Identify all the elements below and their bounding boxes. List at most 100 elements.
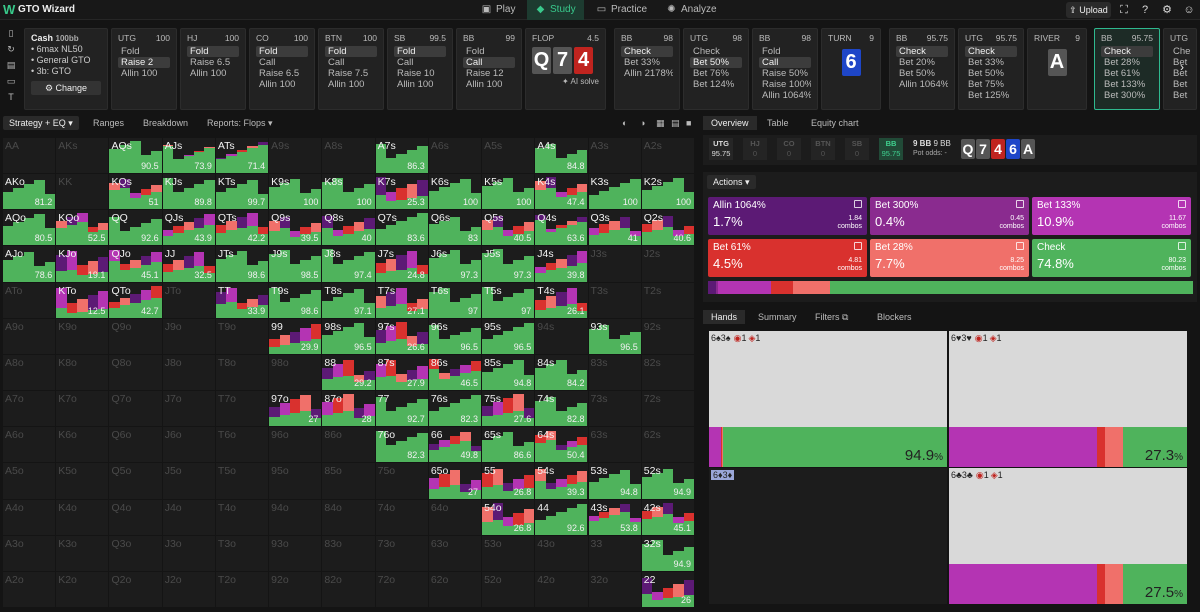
hand-cell[interactable]: 92o [269, 571, 323, 608]
hand-cell[interactable]: 72s [641, 391, 695, 428]
hand-cell[interactable]: 44 92.6 [535, 499, 589, 536]
hand-cell[interactable]: K5o [56, 463, 110, 500]
hand-cell[interactable]: 22 26 [641, 571, 695, 608]
table-icon[interactable]: ▭ [6, 76, 16, 86]
hand-cell[interactable]: Q2o [109, 571, 163, 608]
hand-cell[interactable]: AQo 80.5 [3, 210, 57, 247]
node-option[interactable]: Check [621, 46, 673, 57]
node-option[interactable]: Bet 28% [1104, 57, 1140, 68]
node-option[interactable]: Bet 133% [1104, 79, 1146, 90]
node-option[interactable]: Call [259, 57, 276, 68]
hand-cell[interactable]: KTo 12.5 [56, 282, 110, 319]
hand-cell[interactable]: 96o [269, 427, 323, 464]
node-option[interactable]: Call [759, 57, 811, 68]
hand-cell[interactable]: K9s 100 [269, 174, 323, 211]
scan-icon[interactable]: ⛶ [1120, 4, 1128, 16]
hand-cell[interactable]: 32s 94.9 [641, 535, 695, 572]
hand-cell[interactable]: QTo 42.7 [109, 282, 163, 319]
hand-cell[interactable]: J4s 39.8 [535, 246, 589, 283]
hand-cell[interactable]: Q9s 39.5 [269, 210, 323, 247]
hand-cell[interactable]: ATo [3, 282, 57, 319]
hand-cell[interactable]: 93s 96.5 [588, 318, 642, 355]
hand-cell[interactable]: 85s 94.8 [482, 354, 536, 392]
hand-cell[interactable]: A4s 84.8 [535, 138, 589, 175]
hand-cell[interactable]: 73s [588, 391, 642, 428]
hand-cell[interactable]: T4s 26.1 [535, 282, 589, 319]
node-option[interactable]: Bet 50% [690, 57, 742, 68]
hand-cell[interactable]: 43o [535, 535, 589, 572]
flop-card[interactable]: FLOP 4.5 Q 7 4 ✦ AI solve [525, 28, 606, 110]
hand-cell[interactable]: J6o [162, 427, 216, 464]
hand-cell[interactable]: K8o [56, 354, 110, 392]
position-chip-hj[interactable]: HJ 0 [743, 138, 767, 160]
node-option[interactable]: Raise 10 [397, 68, 435, 79]
hand-cell[interactable]: 54o 26.8 [482, 499, 536, 536]
hand-cell[interactable]: 62s [641, 427, 695, 464]
hand-cell[interactable]: K9o [56, 318, 110, 355]
hand-cell[interactable]: 66 49.8 [428, 427, 483, 464]
hand-cell[interactable]: 85o [322, 463, 376, 500]
hand-cell[interactable]: A3s [588, 138, 642, 175]
hand-cell[interactable]: 92s [641, 318, 695, 355]
hand-cell[interactable]: Q4o [109, 499, 163, 536]
node-option[interactable]: Raise 7.5 [328, 68, 369, 79]
hand-cell[interactable]: Q8o [109, 354, 163, 392]
hand-cell[interactable]: K8s 100 [322, 174, 376, 211]
tab-equity-chart[interactable]: Equity chart [811, 118, 859, 128]
node-option[interactable]: Allin 1064% [762, 90, 811, 101]
combo-tile[interactable]: 6♦3♦ [709, 468, 947, 604]
node-option[interactable]: Bet [1173, 57, 1188, 68]
change-button[interactable]: ⚙ Change [31, 81, 101, 95]
hand-cell[interactable]: QJo 45.1 [109, 246, 163, 283]
node-option[interactable]: Bet 33% [968, 57, 1004, 68]
hand-cell[interactable]: K5s 100 [482, 174, 536, 211]
hand-cell[interactable]: 84s 84.2 [535, 354, 589, 392]
position-chip-btn[interactable]: BTN 0 [811, 138, 835, 160]
list-view-icon[interactable]: ▤ [671, 118, 680, 128]
position-chip-sb[interactable]: SB 0 [845, 138, 869, 160]
hand-cell[interactable]: 86s 46.5 [428, 354, 483, 392]
color-mode-icon[interactable]: ◐ [622, 118, 628, 128]
hand-cell[interactable]: A5o [3, 463, 57, 500]
hand-cell[interactable]: 76o 82.3 [375, 427, 429, 464]
hand-cell[interactable]: 33 [588, 535, 642, 572]
hand-cell[interactable]: 83s [588, 354, 642, 392]
node-option[interactable]: Call [397, 57, 414, 68]
hand-cell[interactable]: A8s [322, 138, 376, 175]
hand-cell[interactable]: 73o [375, 535, 429, 572]
gto-wizard-logo[interactable]: W [3, 2, 16, 17]
hand-cell[interactable]: J8s 97.4 [322, 246, 376, 283]
hand-cell[interactable]: A3o [3, 535, 57, 572]
hand-cell[interactable]: 63o [428, 535, 483, 572]
hand-cell[interactable]: KTs 99.7 [215, 174, 270, 211]
combo-tile[interactable]: 6♠3♠ ◉1 ◈1 94.9% [709, 331, 947, 467]
hand-cell[interactable]: QTs 42.2 [215, 210, 270, 247]
hand-cell[interactable]: 94s [535, 318, 589, 355]
settings-icon[interactable]: ⚙ [1162, 4, 1172, 16]
action-tile[interactable]: Allin 1064% 1.7% 1.84 combos [708, 197, 867, 235]
node-option[interactable]: Check [965, 46, 1017, 57]
node-option[interactable]: Fold [187, 46, 239, 57]
hand-cell[interactable]: 87s 27.9 [375, 354, 429, 392]
hand-cell[interactable]: 62o [428, 571, 483, 608]
node-option[interactable]: Bet 125% [968, 90, 1010, 101]
tab-filters[interactable]: Filters ⧉ [807, 310, 856, 324]
hand-cell[interactable]: JTs 98.6 [215, 246, 270, 283]
node-option[interactable]: Fold [121, 46, 140, 57]
text-icon[interactable]: T [8, 92, 14, 102]
hand-cell[interactable]: A8o [3, 354, 57, 392]
node-option[interactable]: Raise 50% [762, 68, 808, 79]
hand-cell[interactable]: 93o [269, 535, 323, 572]
combo-tile[interactable]: 6♥3♥ ◉1 ◈1 27.3% [949, 331, 1187, 467]
bookmark-icon[interactable]: ▯ [8, 28, 14, 38]
hand-cell[interactable]: 74o [375, 499, 429, 536]
nav-tab-practice[interactable]: ▭ Practice [588, 0, 655, 20]
river-card[interactable]: RIVER 9 A [1027, 28, 1087, 110]
node-option[interactable]: Check [896, 46, 948, 57]
hand-cell[interactable]: JJ 32.5 [162, 246, 216, 283]
history-icon[interactable]: ↻ [7, 44, 15, 54]
hand-cell[interactable]: QJs 43.9 [162, 210, 216, 247]
hand-cell[interactable]: A7o [3, 391, 57, 428]
hand-cell[interactable]: J2o [162, 571, 216, 608]
hand-cell[interactable]: Q3o [109, 535, 163, 572]
